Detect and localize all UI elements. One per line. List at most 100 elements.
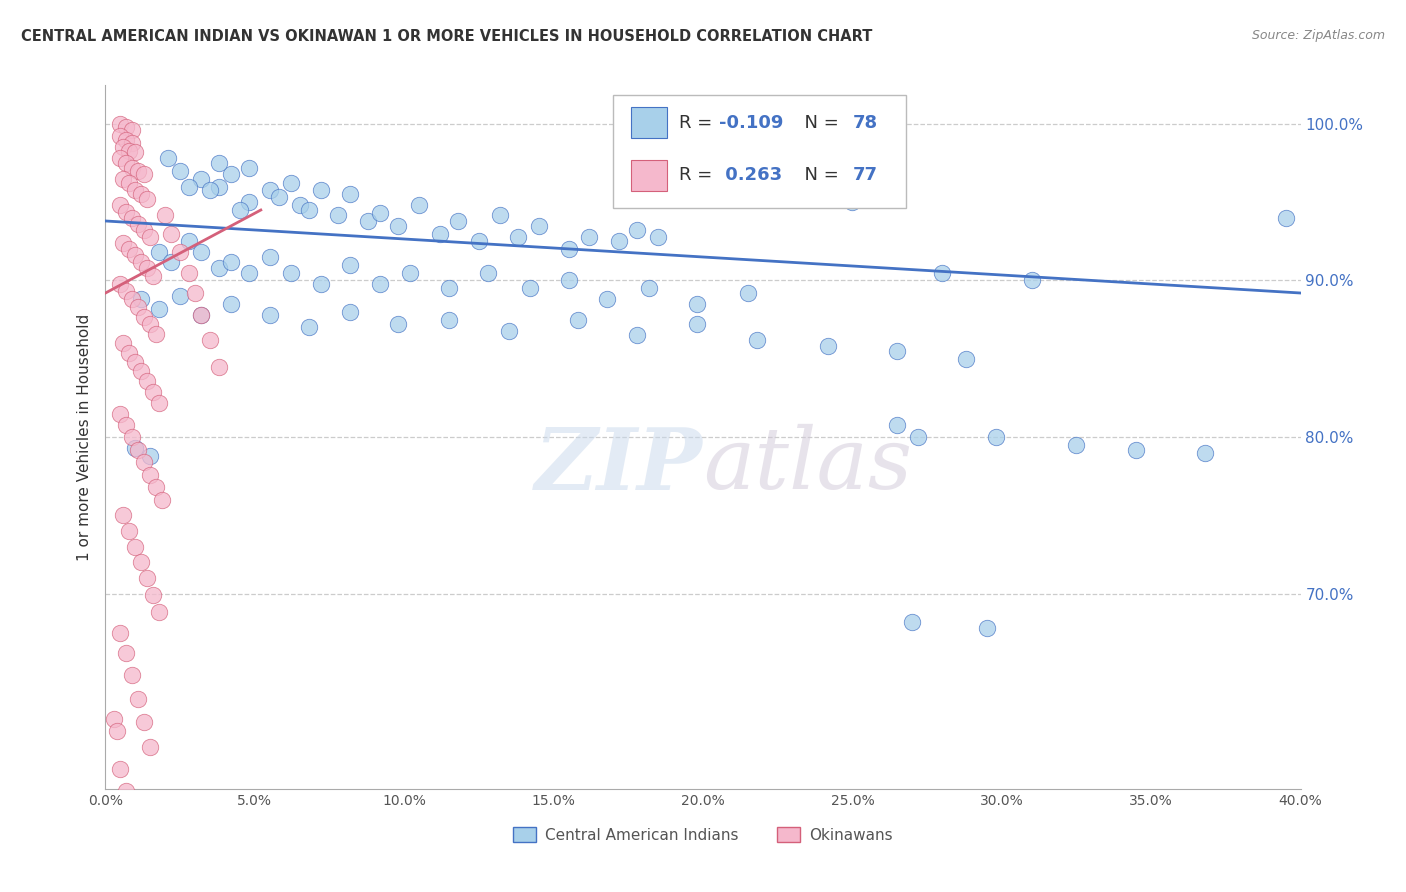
Point (115, 784, 138, 798)
Point (129, 555, 153, 569)
Point (110, 129, 132, 144)
Point (737, 285, 759, 300)
Point (169, 289, 191, 303)
Point (557, 273, 579, 287)
Point (339, 187, 361, 202)
Bar (631, 107, 666, 138)
Point (557, 242, 579, 256)
Point (368, 277, 391, 291)
Point (121, 668, 143, 682)
Point (267, 190, 290, 204)
Point (127, 691, 149, 706)
Point (139, 449, 162, 463)
Point (107, 724, 129, 739)
Point (686, 297, 709, 311)
Point (468, 235, 491, 249)
Point (399, 266, 422, 280)
Point (219, 254, 242, 268)
Point (136, 192, 159, 206)
Point (198, 183, 221, 197)
Point (124, 145, 146, 159)
Point (437, 281, 460, 295)
Point (115, 285, 138, 299)
Point (745, 333, 768, 347)
Point (596, 293, 619, 307)
Point (129, 293, 153, 307)
Y-axis label: 1 or more Vehicles in Household: 1 or more Vehicles in Household (76, 313, 91, 561)
Point (145, 326, 167, 341)
FancyBboxPatch shape (613, 95, 905, 208)
Point (142, 588, 165, 602)
Point (145, 480, 167, 494)
Point (124, 441, 146, 455)
Point (110, 152, 132, 166)
Point (184, 285, 207, 300)
Point (118, 524, 141, 538)
Point (190, 308, 212, 322)
Point (115, 417, 138, 432)
Point (309, 183, 332, 197)
Point (339, 305, 361, 319)
Point (112, 171, 135, 186)
Point (527, 219, 550, 233)
Point (129, 187, 153, 202)
Point (429, 227, 451, 241)
Point (142, 384, 165, 399)
Point (984, 430, 1007, 444)
Point (498, 324, 520, 338)
Text: N =: N = (793, 167, 844, 185)
Point (219, 297, 242, 311)
Point (139, 740, 162, 755)
Point (1021, 273, 1043, 287)
Point (387, 318, 409, 332)
Bar (631, 160, 666, 191)
Point (437, 312, 460, 326)
Point (150, 492, 173, 507)
Point (280, 177, 302, 191)
Point (259, 250, 281, 264)
Point (115, 156, 138, 170)
Point (578, 229, 600, 244)
Point (124, 183, 146, 197)
Legend: Central American Indians, Okinawans: Central American Indians, Okinawans (508, 821, 898, 848)
Point (142, 268, 165, 283)
Point (121, 161, 143, 175)
Point (1274, 211, 1296, 225)
Point (177, 266, 201, 280)
Point (169, 164, 191, 178)
Point (121, 430, 143, 444)
Point (124, 540, 146, 554)
Point (208, 179, 231, 194)
Text: R =: R = (679, 167, 718, 185)
Point (110, 117, 132, 131)
Point (447, 214, 470, 228)
Point (477, 266, 499, 280)
Point (955, 351, 977, 366)
Point (886, 417, 908, 432)
Text: ZIP: ZIP (536, 424, 703, 507)
Point (208, 260, 231, 275)
Point (288, 198, 311, 212)
Point (134, 167, 156, 181)
Point (110, 277, 132, 291)
Point (208, 359, 231, 374)
Point (626, 328, 648, 343)
Point (110, 762, 132, 776)
Text: 77: 77 (852, 167, 877, 185)
Point (160, 254, 183, 268)
Point (103, 712, 125, 726)
Point (110, 407, 132, 421)
Point (136, 571, 159, 585)
Point (190, 308, 212, 322)
Point (626, 223, 648, 237)
Point (148, 245, 170, 260)
Point (686, 318, 709, 332)
Point (357, 214, 380, 228)
Point (931, 266, 953, 280)
Text: R =: R = (679, 113, 718, 132)
Point (139, 229, 162, 244)
Point (647, 229, 669, 244)
Point (238, 195, 260, 210)
Point (112, 508, 135, 523)
Point (160, 227, 183, 241)
